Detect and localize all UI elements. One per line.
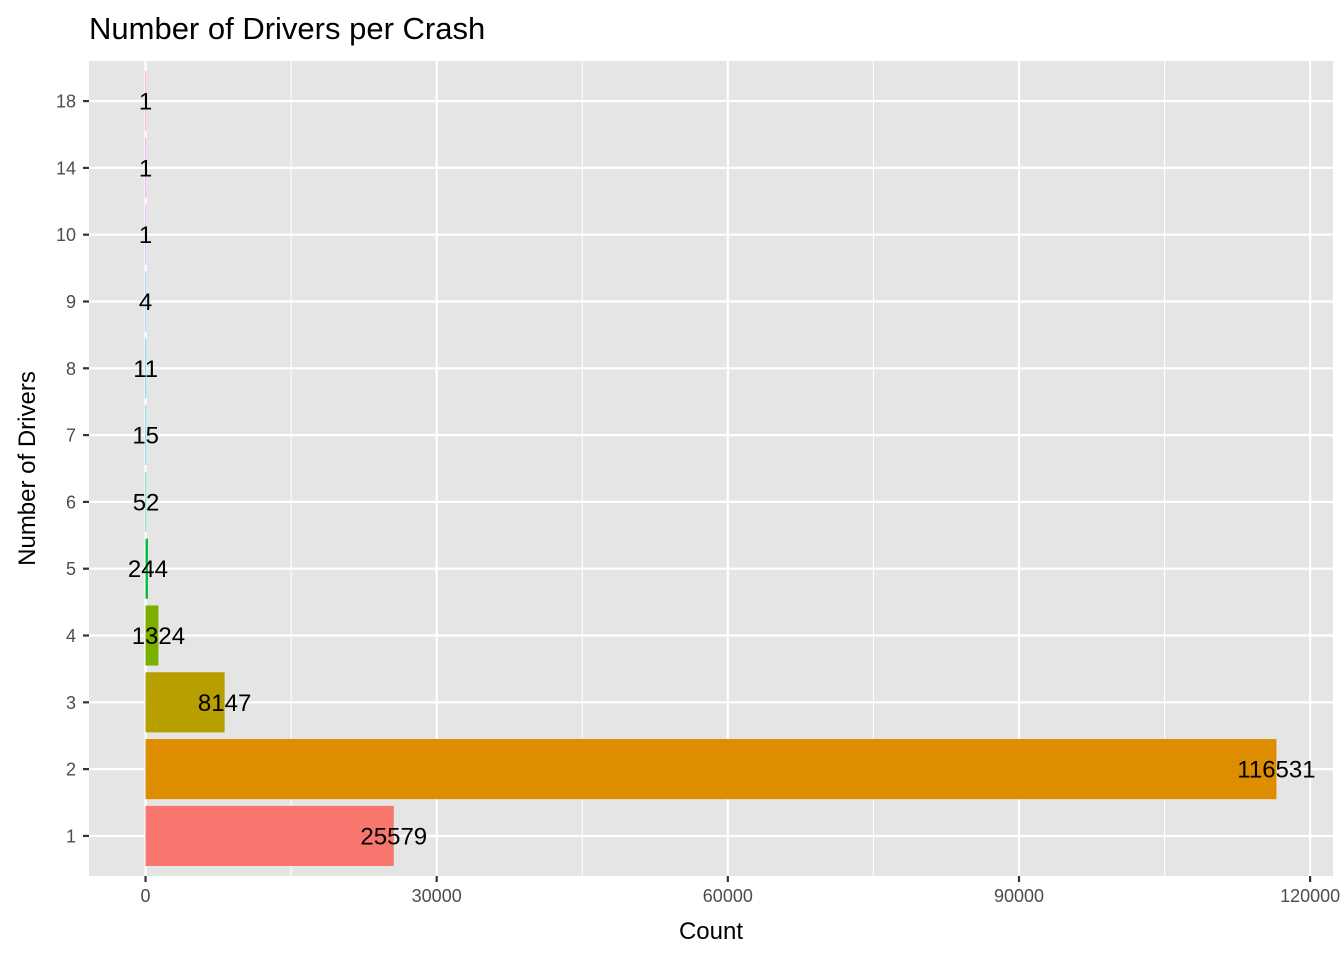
data-label-5: 244	[128, 556, 168, 583]
data-label-4: 1324	[132, 623, 185, 650]
x-tick-label: 90000	[994, 886, 1044, 906]
y-axis-title: Number of Drivers	[14, 371, 41, 566]
y-tick-label: 6	[66, 492, 76, 512]
bar-14	[145, 137, 147, 198]
x-tick-label: 120000	[1280, 886, 1340, 906]
bar-2	[145, 739, 1277, 800]
y-axis: 1 2 3 4 5 6 7 8 9 10 14 18	[56, 92, 89, 846]
y-tick-label: 8	[66, 359, 76, 379]
bar-6	[145, 471, 147, 532]
y-tick-label: 4	[66, 626, 76, 646]
bar-9	[145, 271, 147, 332]
data-label-6: 52	[133, 489, 160, 516]
bar-1	[145, 805, 394, 866]
data-label-3: 8147	[198, 690, 251, 717]
data-label-8: 11	[133, 356, 158, 383]
data-label-1: 25579	[360, 823, 427, 850]
x-tick-label: 30000	[412, 886, 462, 906]
data-label-9: 4	[139, 289, 152, 316]
bar-5	[145, 538, 148, 599]
x-tick-label: 60000	[703, 886, 753, 906]
y-tick-label: 9	[66, 292, 76, 312]
data-label-2: 116531	[1237, 757, 1315, 784]
y-tick-label: 5	[66, 559, 76, 579]
y-tick-label: 7	[66, 426, 76, 446]
bars	[145, 71, 1277, 866]
chart-title: Number of Drivers per Crash	[89, 11, 485, 46]
bar-10	[145, 204, 147, 265]
y-tick-label: 10	[56, 225, 76, 245]
bar-18	[145, 71, 147, 132]
x-axis: 0 30000 60000 90000 120000	[141, 876, 1340, 906]
x-axis-title: Count	[679, 918, 743, 945]
y-tick-label: 1	[66, 826, 76, 846]
data-label-18: 1	[139, 89, 152, 116]
bar-8	[145, 338, 147, 399]
y-tick-label: 3	[66, 693, 76, 713]
y-tick-label: 14	[56, 158, 76, 178]
data-label-14: 1	[139, 155, 152, 182]
y-tick-label: 18	[56, 92, 76, 112]
bar-4	[145, 605, 159, 666]
y-tick-label: 2	[66, 760, 76, 780]
bar-3	[145, 672, 225, 733]
data-label-7: 15	[132, 423, 159, 450]
x-tick-label: 0	[141, 886, 151, 906]
data-label-10: 1	[139, 222, 152, 249]
bar-7	[145, 405, 147, 466]
